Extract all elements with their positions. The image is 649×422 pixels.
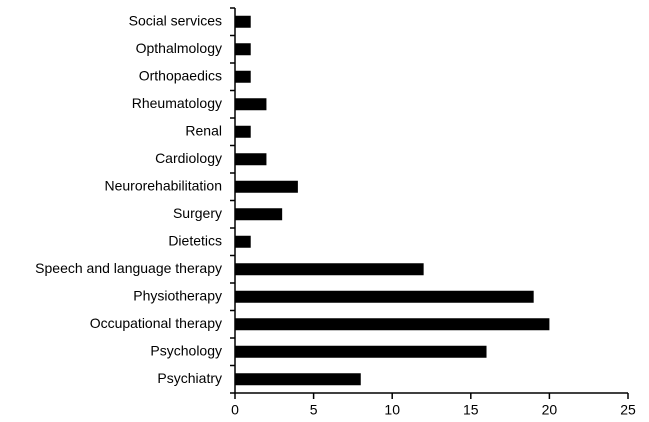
bar [235,180,298,193]
bar [235,263,424,276]
y-tick-label: Neurorehabilitation [104,177,222,193]
y-tick-label: Cardiology [155,150,222,166]
x-tick-label: 25 [620,402,636,418]
bar [235,345,487,358]
y-tick-label: Occupational therapy [90,315,222,331]
bar [235,153,267,166]
y-tick-label: Psychology [150,342,222,358]
bar [235,125,251,138]
x-tick-label: 5 [310,402,318,418]
y-tick-label: Opthalmology [136,40,222,56]
y-tick-label: Psychiatry [157,370,222,386]
bar [235,290,534,303]
x-tick-label: 0 [231,402,239,418]
y-tick-label: Physiotherapy [133,287,222,303]
bar [235,98,267,111]
bar [235,43,251,56]
y-tick-label: Speech and language therapy [35,260,222,276]
bar [235,15,251,28]
bar [235,318,550,331]
y-tick-label: Surgery [173,205,222,221]
x-tick-label: 15 [463,402,479,418]
x-tick-label: 10 [384,402,400,418]
x-tick-label: 20 [542,402,558,418]
y-tick-label: Social services [129,12,222,28]
bar [235,373,361,386]
bar [235,235,251,248]
y-tick-label: Orthopaedics [139,67,222,83]
bar [235,70,251,83]
y-tick-label: Renal [185,122,222,138]
y-tick-label: Dietetics [168,232,222,248]
bar [235,208,283,221]
y-tick-label: Rheumatology [132,95,222,111]
